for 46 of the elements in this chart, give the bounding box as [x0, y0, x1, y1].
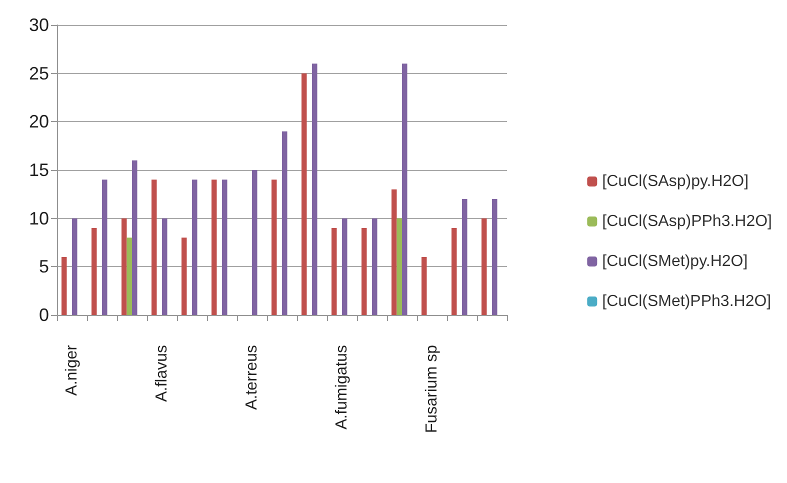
- legend-label: [CuCl(SAsp)py.H2O]: [602, 173, 749, 190]
- bar: [332, 228, 337, 315]
- bar: [392, 189, 397, 315]
- bar: [402, 64, 408, 315]
- y-tick-label: 15: [28, 160, 49, 180]
- bar: [312, 64, 318, 315]
- bar: [132, 160, 138, 315]
- bar: [342, 218, 348, 315]
- bar: [72, 218, 78, 315]
- bar: [126, 238, 132, 315]
- bar: [102, 180, 108, 315]
- bar: [396, 218, 402, 315]
- bar: [362, 228, 367, 315]
- x-tick-label: A.flavus: [154, 345, 170, 402]
- y-tick-label: 10: [28, 208, 49, 228]
- legend-label: [CuCl(SMet)py.H2O]: [602, 253, 748, 270]
- y-tick-label: 25: [28, 63, 49, 84]
- x-tick-label: Fusarium sp: [424, 344, 440, 434]
- y-tick-label: 20: [28, 112, 49, 132]
- bar: [92, 228, 97, 315]
- bar: [422, 257, 427, 315]
- bar: [372, 218, 378, 315]
- y-tick-label: 0: [38, 305, 49, 325]
- x-tick-label: A.fumigatus: [334, 345, 350, 430]
- bar: [62, 257, 67, 315]
- bar: [272, 180, 277, 315]
- x-tick-label: A.terreus: [244, 345, 260, 410]
- bar: [482, 218, 487, 315]
- bar: [192, 180, 198, 315]
- bar: [212, 180, 217, 315]
- bar: [182, 238, 187, 315]
- bar: [302, 73, 307, 315]
- legend-label: [CuCl(SAsp)PPh3.H2O]: [602, 213, 772, 230]
- bar: [462, 199, 468, 315]
- bar: [492, 199, 498, 315]
- y-tick-label: 30: [28, 15, 49, 35]
- bar: [152, 180, 157, 315]
- bar: [282, 131, 288, 315]
- bar: [452, 228, 457, 315]
- bar: [252, 170, 258, 315]
- x-tick-label: A.niger: [64, 344, 80, 396]
- legend-label: [CuCl(SMet)PPh3.H2O]: [602, 293, 772, 310]
- bar: [162, 218, 168, 315]
- bar: [222, 180, 228, 315]
- bar: [122, 218, 127, 315]
- y-tick-label: 5: [38, 256, 49, 277]
